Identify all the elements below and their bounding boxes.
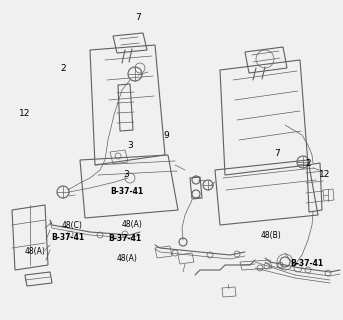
Text: 9: 9	[163, 132, 169, 140]
Text: 3: 3	[123, 170, 129, 179]
Text: 2: 2	[60, 64, 66, 73]
Text: 12: 12	[319, 170, 330, 179]
Text: 48(A): 48(A)	[117, 254, 138, 263]
Text: 48(B): 48(B)	[261, 231, 281, 240]
Text: 12: 12	[19, 109, 30, 118]
Text: B-37-41: B-37-41	[290, 260, 323, 268]
Text: B-37-41: B-37-41	[51, 233, 84, 242]
Text: 3: 3	[127, 141, 133, 150]
Text: B-37-41: B-37-41	[108, 234, 142, 243]
Text: 2: 2	[305, 159, 311, 168]
Text: 48(C): 48(C)	[62, 221, 83, 230]
Text: B-37-41: B-37-41	[110, 188, 143, 196]
Text: 7: 7	[135, 13, 141, 22]
Text: 48(A): 48(A)	[25, 247, 46, 256]
Text: 7: 7	[274, 149, 280, 158]
Text: 48(A): 48(A)	[122, 220, 143, 229]
